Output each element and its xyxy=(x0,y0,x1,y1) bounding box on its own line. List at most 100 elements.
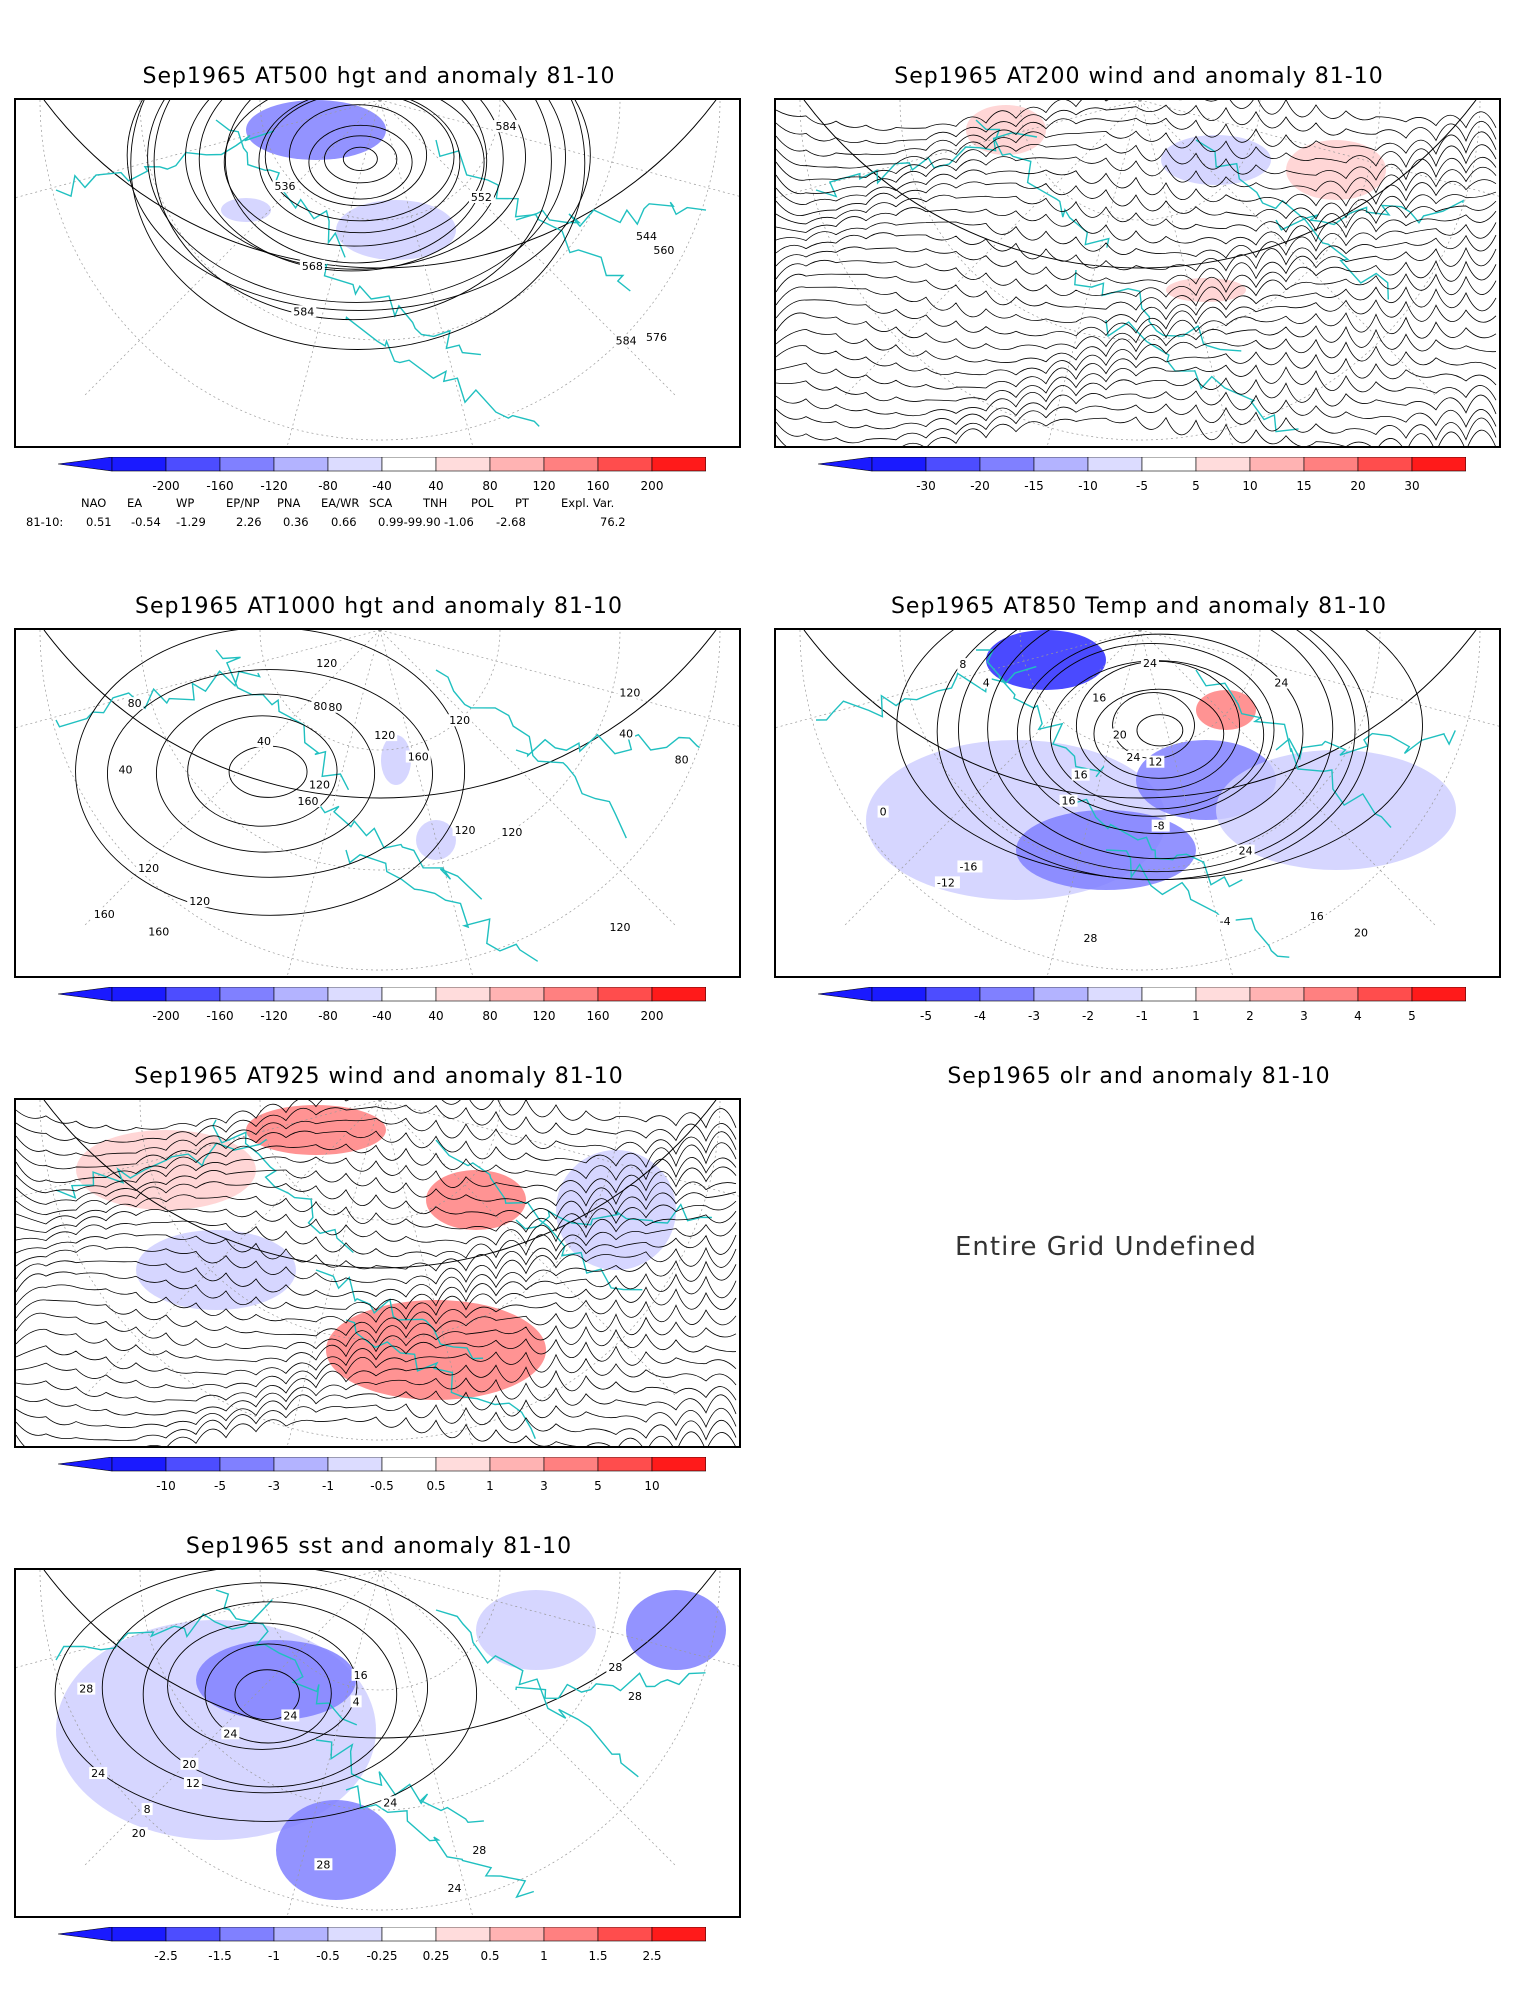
colorbar-segment xyxy=(111,457,167,472)
anomaly-negative xyxy=(626,1590,726,1670)
index-header: EA/WR xyxy=(321,496,360,510)
index-header: SCA xyxy=(369,496,393,510)
colorbar-tick-label: 10 xyxy=(1242,479,1258,493)
hemisphere-edge xyxy=(43,630,717,799)
colorbar-tick-label: -40 xyxy=(372,479,392,493)
contour-label: 584 xyxy=(293,305,314,318)
anomaly-negative xyxy=(476,1590,596,1670)
colorbar-segment xyxy=(165,1927,221,1942)
contour-label-bg xyxy=(470,1843,489,1856)
graticule xyxy=(16,100,739,446)
colorbar-tick-label: 2.5 xyxy=(642,1949,662,1963)
colorbar-tick-label: 0.5 xyxy=(480,1949,500,1963)
colorbar-segment xyxy=(871,987,927,1002)
colorbar-segment xyxy=(651,1457,706,1472)
contour-label: 4 xyxy=(353,1695,360,1708)
colorbar-tick-label: -5 xyxy=(920,1009,932,1023)
index-value: -1.29 xyxy=(176,515,206,529)
colorbar-segment xyxy=(1033,457,1089,472)
anomaly-negative xyxy=(196,1640,356,1720)
colorbar-tick-label: 200 xyxy=(640,479,664,493)
colorbar-tick-label: -3 xyxy=(268,1479,280,1493)
contour-label-bg xyxy=(606,1661,625,1674)
panel-title-850temp: Sep1965 AT850 Temp and anomaly 81-10 xyxy=(890,594,1388,619)
contour-label-bg xyxy=(299,259,325,272)
contour-label: 24 xyxy=(1274,677,1288,690)
contour-label-bg xyxy=(625,1689,644,1702)
colorbar-tick-label: -4 xyxy=(974,1009,986,1023)
colorbar-tick-label: 160 xyxy=(586,1009,610,1023)
colorbar-arrow-low xyxy=(58,1457,113,1472)
colorbar-tick-label: -0.5 xyxy=(370,1479,394,1493)
height-contours xyxy=(126,100,591,350)
contour-label: 80 xyxy=(128,697,142,710)
contour-label: 8 xyxy=(959,658,966,671)
anomaly-negative xyxy=(556,1150,676,1270)
anomaly-positive xyxy=(1196,690,1256,730)
contour-label: 80 xyxy=(313,700,327,713)
contour-label-bg xyxy=(125,697,144,710)
coastlines xyxy=(55,649,700,962)
colorbar-segment xyxy=(435,1927,491,1942)
colorbar-tick-label: 2 xyxy=(1246,1009,1254,1023)
panel-title-sst: Sep1965 sst and anomaly 81-10 xyxy=(185,1534,573,1559)
colorbar-segment xyxy=(1195,987,1251,1002)
colorbar-arrow-low xyxy=(58,987,113,1002)
index-value: 0.66 xyxy=(331,515,357,529)
contour-label-bg xyxy=(372,729,398,742)
contour-label-bg xyxy=(452,824,478,837)
contour-label: 120 xyxy=(609,921,630,934)
colorbar-segment xyxy=(273,1927,329,1942)
contour-label-bg xyxy=(291,305,317,318)
contour-label-bg xyxy=(499,825,525,838)
colorbar-segment xyxy=(111,1927,167,1942)
index-header: Expl. Var. xyxy=(561,496,615,510)
colorbar-tick-label: 40 xyxy=(428,479,444,493)
colorbar-tick-label: 10 xyxy=(644,1479,660,1493)
contour-label: 584 xyxy=(495,120,516,133)
anomaly-negative xyxy=(381,735,411,785)
index-header: PT xyxy=(515,496,529,510)
index-header: EA xyxy=(127,496,143,510)
panel-title-olr: Sep1965 olr and anomaly 81-10 xyxy=(947,1064,1331,1089)
panel-title-925wind: Sep1965 AT925 wind and anomaly 81-10 xyxy=(134,1064,624,1089)
colorbar-wind925: -10 -5 -3 -1 -0.5 0.5 1 3 5 10 xyxy=(58,1457,706,1493)
colorbar-hgt500: -200 -160 -120 -80 -40 40 80 120 160 200 xyxy=(58,457,706,493)
colorbar-segment xyxy=(597,987,653,1002)
colorbar-segment xyxy=(1141,457,1197,472)
contour-label: 4 xyxy=(983,676,990,689)
colorbar-tick-label: 40 xyxy=(428,1009,444,1023)
contour-label-bg xyxy=(1110,728,1129,741)
contour-label: 120 xyxy=(316,657,337,670)
hemisphere-edge xyxy=(43,1570,717,1739)
colorbar-hgt1000: -200 -160 -120 -80 -40 40 80 120 160 200 xyxy=(58,987,706,1023)
colorbar-segment xyxy=(597,1927,653,1942)
contour-label-bg xyxy=(617,686,643,699)
index-header: WP xyxy=(176,496,195,510)
colorbar-tick-label: -1 xyxy=(1136,1009,1148,1023)
contour-label: 16 xyxy=(1074,769,1088,782)
colorbar-tick-label: 120 xyxy=(532,479,556,493)
contour-label-bg xyxy=(468,190,494,203)
contour-label-bg xyxy=(934,876,960,889)
colorbar-segment xyxy=(1087,987,1143,1002)
colorbar-tick-label: 1.5 xyxy=(588,1949,608,1963)
anomaly-negative xyxy=(246,100,386,160)
colorbar-tick-label: 0.5 xyxy=(426,1479,446,1493)
colorbar-segment xyxy=(1357,457,1413,472)
colorbar-segment xyxy=(165,457,221,472)
colorbar-tick-label: -10 xyxy=(156,1479,176,1493)
colorbar-tick-label: -15 xyxy=(1024,479,1044,493)
contour-label: 120 xyxy=(374,729,395,742)
contour-label: 28 xyxy=(1083,932,1097,945)
contour-label-bg xyxy=(445,1881,464,1894)
colorbar-tick-label: 0.25 xyxy=(422,1949,450,1963)
colorbar-segment xyxy=(1411,457,1466,472)
colorbar-segment xyxy=(651,1927,706,1942)
contour-label: 20 xyxy=(132,1827,146,1840)
contour-label-bg xyxy=(405,750,431,763)
contour-label-bg xyxy=(493,120,519,133)
hemisphere-edge xyxy=(803,630,1477,799)
contour-label-bg xyxy=(1151,819,1170,832)
contour-label: 40 xyxy=(619,727,633,740)
